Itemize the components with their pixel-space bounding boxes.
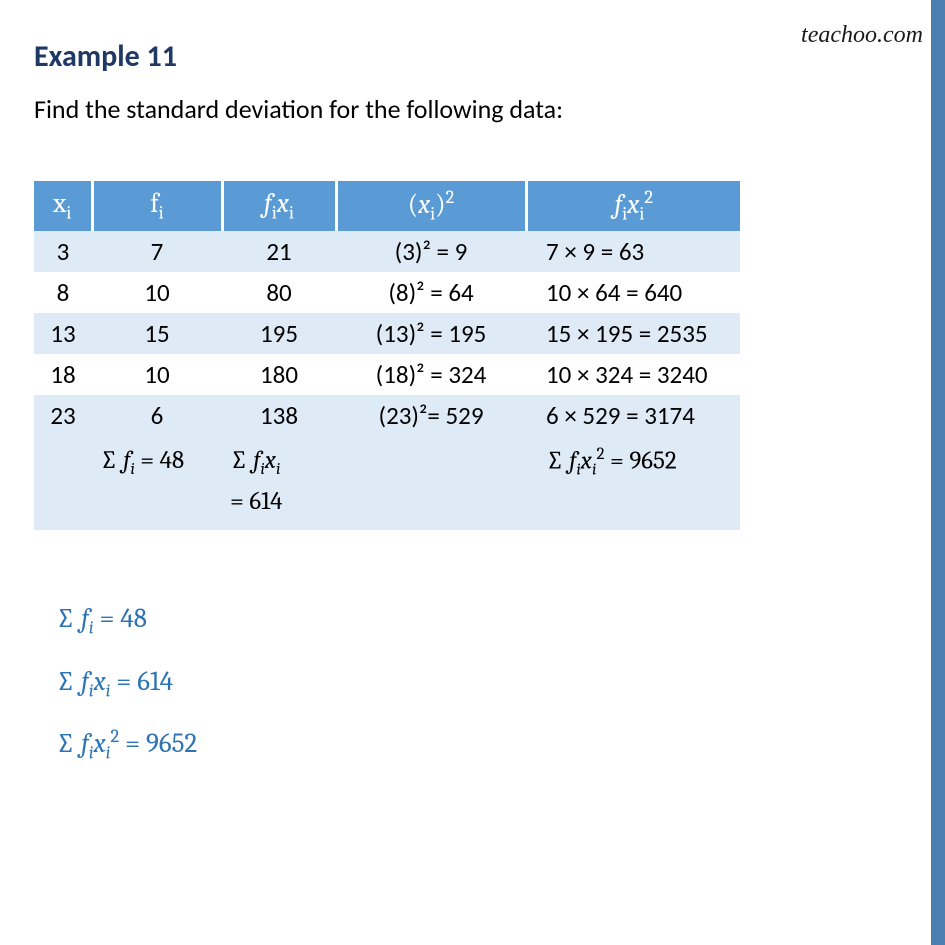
cell-fixi: 80 xyxy=(222,272,336,313)
page-content: Example 11 Find the standard deviation f… xyxy=(0,0,945,809)
side-stripe xyxy=(931,0,945,945)
col-header-fixi2: fixi2 xyxy=(526,181,740,231)
table-header-row: xi fi fixi (xi)2 fixi2 xyxy=(34,181,740,231)
cell-xi2: (23)²= 529 xyxy=(336,395,526,436)
cell-xi2: (3)² = 9 xyxy=(336,231,526,272)
cell-xi: 3 xyxy=(34,231,92,272)
col-header-xi2: (xi)2 xyxy=(336,181,526,231)
cell-fixi2: 15 × 195 = 2535 xyxy=(526,313,740,354)
cell-fixi: 195 xyxy=(222,313,336,354)
footer-blank xyxy=(34,436,92,530)
cell-xi: 18 xyxy=(34,354,92,395)
cell-fi: 10 xyxy=(92,272,222,313)
cell-fi: 6 xyxy=(92,395,222,436)
cell-fixi: 21 xyxy=(222,231,336,272)
watermark: teachoo.com xyxy=(801,22,923,49)
cell-fixi: 180 xyxy=(222,354,336,395)
cell-xi: 13 xyxy=(34,313,92,354)
summary-line-3: ∑ fixi2 = 9652 xyxy=(56,717,915,771)
col-header-xi: xi xyxy=(34,181,92,231)
cell-xi2: (8)² = 64 xyxy=(336,272,526,313)
summary-block: ∑ fi = 48 ∑ fixi = 614 ∑ fixi2 = 9652 xyxy=(56,592,915,770)
col-header-fixi: fixi xyxy=(222,181,336,231)
cell-xi2: (13)² = 195 xyxy=(336,313,526,354)
cell-fixi: 138 xyxy=(222,395,336,436)
footer-sum-fixi2: ∑ fixi2 = 9652 xyxy=(526,436,740,530)
cell-xi2: (18)² = 324 xyxy=(336,354,526,395)
summary-line-1: ∑ fi = 48 xyxy=(56,592,915,646)
cell-xi: 23 xyxy=(34,395,92,436)
cell-fixi2: 10 × 64 = 640 xyxy=(526,272,740,313)
problem-prompt: Find the standard deviation for the foll… xyxy=(34,93,915,125)
footer-blank xyxy=(336,436,526,530)
summary-line-2: ∑ fixi = 614 xyxy=(56,655,915,709)
table-footer-row: ∑ fi = 48 ∑ fixi= 614 ∑ fixi2 = 9652 xyxy=(34,436,740,530)
cell-xi: 8 xyxy=(34,272,92,313)
table-row: 23 6 138 (23)²= 529 6 × 529 = 3174 xyxy=(34,395,740,436)
footer-sum-fixi: ∑ fixi= 614 xyxy=(222,436,336,530)
table-row: 13 15 195 (13)² = 195 15 × 195 = 2535 xyxy=(34,313,740,354)
footer-sum-fi: ∑ fi = 48 xyxy=(92,436,222,530)
cell-fi: 10 xyxy=(92,354,222,395)
cell-fi: 15 xyxy=(92,313,222,354)
cell-fixi2: 6 × 529 = 3174 xyxy=(526,395,740,436)
cell-fi: 7 xyxy=(92,231,222,272)
cell-fixi2: 7 × 9 = 63 xyxy=(526,231,740,272)
table-row: 3 7 21 (3)² = 9 7 × 9 = 63 xyxy=(34,231,740,272)
data-table: xi fi fixi (xi)2 fixi2 3 7 21 (3)² = 9 7… xyxy=(34,181,740,530)
table-row: 18 10 180 (18)² = 324 10 × 324 = 3240 xyxy=(34,354,740,395)
cell-fixi2: 10 × 324 = 3240 xyxy=(526,354,740,395)
example-title: Example 11 xyxy=(34,38,915,75)
table-row: 8 10 80 (8)² = 64 10 × 64 = 640 xyxy=(34,272,740,313)
col-header-fi: fi xyxy=(92,181,222,231)
